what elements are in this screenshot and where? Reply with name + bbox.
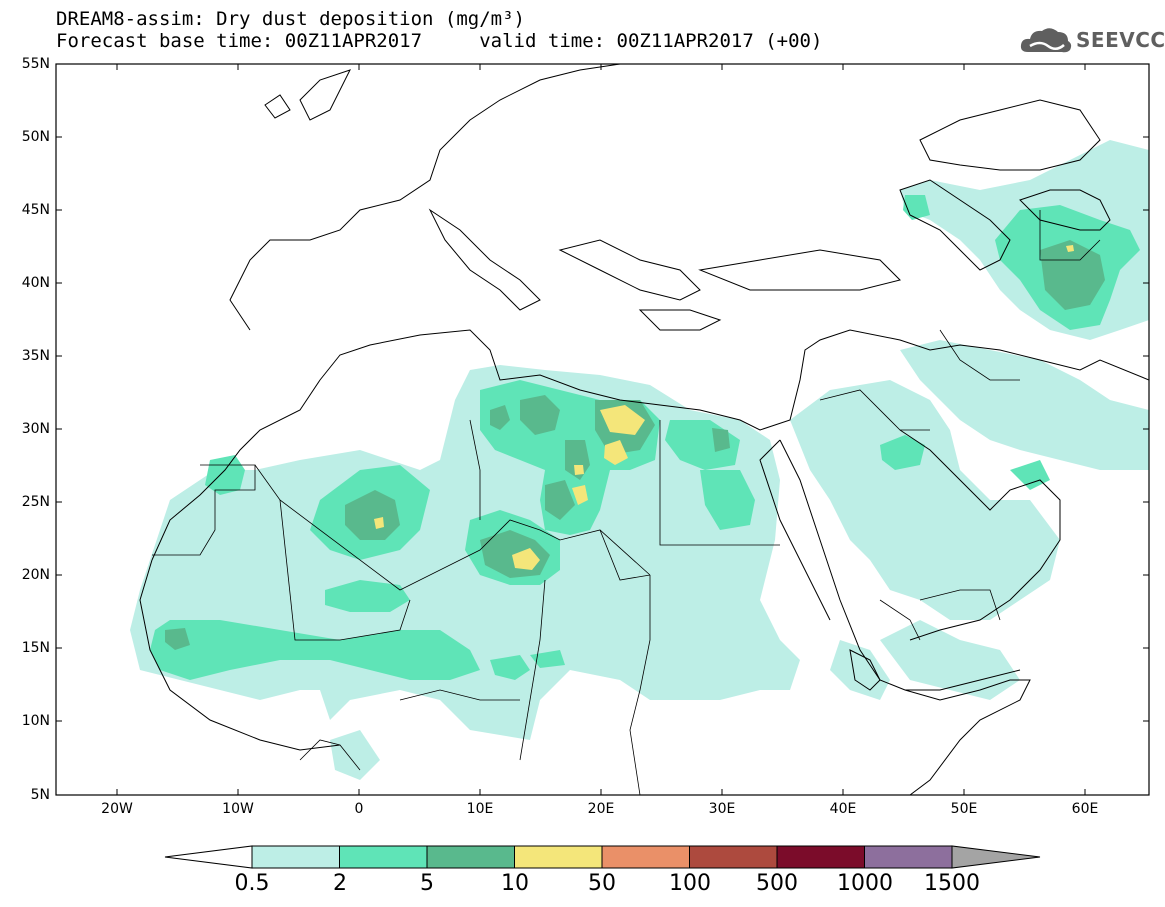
scale-box-6	[776, 845, 865, 869]
lat-label-5n: 5N	[30, 787, 50, 803]
seevccc-logo: SEEVCCC	[1018, 22, 1165, 62]
scale-box-0	[251, 845, 340, 869]
coastlines	[139, 64, 1149, 795]
scale-label-2: 2	[333, 871, 347, 896]
country-borders	[152, 210, 1101, 795]
scale-label-500: 500	[756, 871, 798, 896]
scale-box-3	[514, 845, 603, 869]
lat-label-35n: 35N	[21, 348, 50, 364]
lat-label-45n: 45N	[21, 202, 50, 218]
forecast-time-info: Forecast base time: 00Z11APR2017 valid t…	[56, 30, 823, 52]
lon-label-60e: 60E	[1071, 801, 1099, 817]
lat-label-40n: 40N	[21, 275, 50, 291]
lon-label-20w: 20W	[101, 801, 133, 817]
lat-label-15n: 15N	[21, 640, 50, 656]
scale-label-1000: 1000	[837, 871, 893, 896]
lat-label-25n: 25N	[21, 494, 50, 510]
lon-label-10w: 10W	[222, 801, 254, 817]
chart-title: DREAM8-assim: Dry dust deposition (mg/m³…	[56, 8, 525, 30]
deposition-field	[130, 140, 1149, 780]
lon-label-30e: 30E	[708, 801, 736, 817]
scale-arrow-low	[164, 845, 253, 869]
scale-box-2	[426, 845, 515, 869]
scale-box-4	[601, 845, 690, 869]
lat-label-10n: 10N	[21, 713, 50, 729]
lat-label-20n: 20N	[21, 567, 50, 583]
scale-box-5	[689, 845, 778, 869]
lon-label-20e: 20E	[587, 801, 615, 817]
scale-label-1500: 1500	[924, 871, 980, 896]
lat-label-50n: 50N	[21, 129, 50, 145]
lon-label-50e: 50E	[950, 801, 978, 817]
scale-label-5: 5	[420, 871, 434, 896]
scale-label-0.5: 0.5	[234, 871, 270, 896]
scale-label-50: 50	[588, 871, 616, 896]
scale-box-7	[864, 845, 953, 869]
lon-label-40e: 40E	[829, 801, 857, 817]
logo-text: SEEVCCC	[1076, 28, 1165, 52]
lat-label-30n: 30N	[21, 421, 50, 437]
level-10	[374, 245, 1074, 570]
lon-label-10e: 10E	[466, 801, 494, 817]
scale-box-1	[339, 845, 428, 869]
tick-marks	[56, 64, 1149, 795]
lat-label-55n: 55N	[21, 56, 50, 72]
scale-arrow-high	[951, 845, 1041, 869]
cloud-icon	[1020, 28, 1072, 53]
scale-label-100: 100	[669, 871, 711, 896]
lon-label-0: 0	[354, 801, 364, 817]
scale-label-10: 10	[501, 871, 529, 896]
